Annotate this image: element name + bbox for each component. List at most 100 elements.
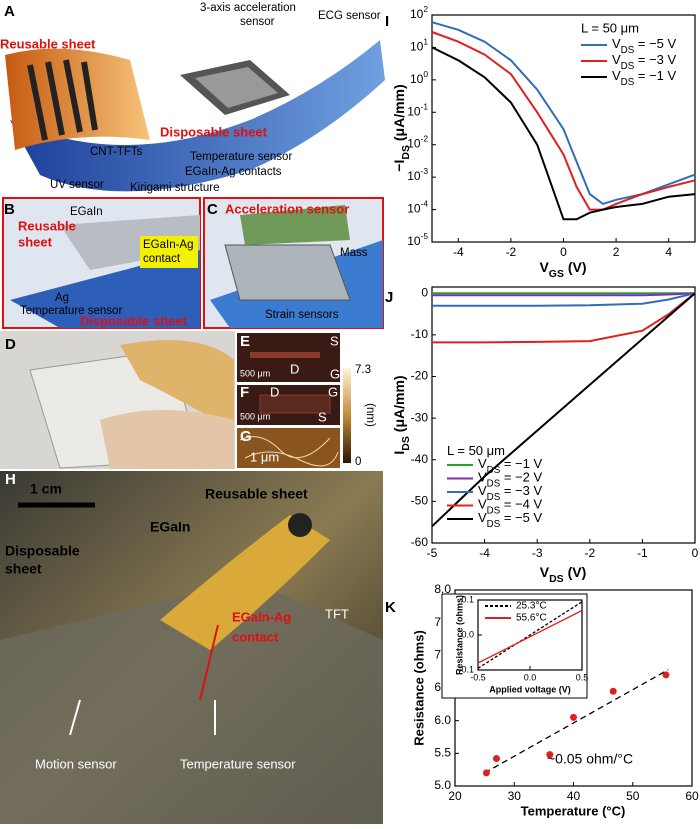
panel-efg: E S D G 500 μm F D G S 500 μm G 1 μm 7.3… (237, 333, 376, 468)
x-tick-label: -2 (584, 546, 595, 560)
pointer (69, 699, 81, 736)
label: Reusable sheet (205, 486, 308, 502)
y-tick-label: -10 (411, 327, 429, 341)
label: G (330, 366, 340, 381)
colorbar (343, 368, 351, 463)
legend-title: L = 50 μm (447, 443, 505, 458)
plot-frame (431, 286, 696, 544)
label: S (318, 409, 327, 424)
y-tick-label: -30 (411, 410, 429, 424)
panel-letter: J (385, 289, 393, 306)
label: CNT-TFTs (90, 146, 143, 158)
label: UV sensor (50, 179, 104, 191)
x-tick-label: 4 (665, 245, 672, 259)
afm-art (239, 436, 339, 467)
y-tick-label: -50 (411, 494, 429, 508)
label: Mass (340, 247, 368, 259)
mass-art (240, 205, 350, 245)
panel-letter: K (385, 599, 396, 616)
series-line (431, 46, 696, 221)
reusable-sheet-art (5, 48, 150, 150)
legend-label: VDS = −1 V (478, 456, 542, 476)
label: Temperature sensor (190, 151, 292, 163)
series-line (432, 292, 696, 344)
pointer (199, 624, 219, 701)
series-line (431, 292, 696, 528)
scale-label: 1 μm (250, 449, 279, 464)
label: EGaIn-Ag (143, 239, 194, 251)
panel-b: B Reusable sheet EGaIn EGaIn-Ag contact … (2, 197, 201, 329)
y-axis-label: −IDS (μA/mm) (391, 84, 412, 171)
x-tick-label: 0.0 (524, 672, 537, 682)
label: EGaIn-Ag contacts (185, 166, 282, 178)
x-axis-label: VDS (V) (540, 564, 587, 585)
data-point (492, 755, 500, 763)
panel-letter: F (240, 384, 249, 401)
x-tick-label: -3 (532, 546, 543, 560)
colorbar-label: 0 (355, 456, 361, 468)
series-line (432, 292, 696, 307)
y-tick-label: 10-1 (407, 102, 428, 119)
series-line (432, 292, 696, 297)
afm-image (237, 428, 340, 468)
colorbar-label: 7.3 (355, 364, 371, 376)
reusable-art (160, 515, 330, 650)
label: EGaIn (70, 206, 103, 218)
label: EGaIn-Ag (232, 609, 291, 624)
data-point (609, 687, 617, 695)
x-axis-label: Temperature (°C) (521, 803, 626, 818)
y-axis-label: IDS (μA/mm) (391, 375, 412, 454)
chart: -0.5 0.0 0.5 -0.1 0.0 0.1 Applied voltage (V) R… (441, 593, 589, 699)
panel-c: C Acceleration sensor Mass Strain sensor… (203, 197, 384, 329)
micrograph-art (250, 352, 320, 358)
label: Reusable (18, 218, 76, 233)
x-tick-label: 0.5 (576, 672, 589, 682)
label: Ag (55, 292, 69, 304)
legend-label: 55.6°C (516, 613, 547, 624)
accel-sensor-core (195, 67, 278, 108)
panel-d: D (0, 331, 235, 469)
x-tick-label: -2 (506, 245, 517, 259)
x-tick-label: -4 (453, 245, 464, 259)
x-tick-label: 50 (626, 789, 640, 803)
label: Temperature sensor (180, 756, 296, 771)
contact-art (140, 236, 198, 268)
panel-h: H 1 cm Reusable sheet EGaIn Disposable s… (0, 471, 383, 824)
panel-letter: B (4, 201, 15, 218)
y-axis-label: Resistance (ohms) (411, 630, 426, 746)
x-axis-label: VGS (V) (539, 259, 586, 280)
y-tick-label: 10-3 (407, 166, 428, 183)
legend-label: VDS = −1 V (612, 68, 676, 88)
series-line (477, 609, 583, 664)
inset-background (441, 593, 588, 699)
x-tick-label: 40 (567, 789, 581, 803)
disposable-sheet-art (10, 40, 385, 192)
label: Disposable sheet (80, 313, 188, 328)
x-tick-label: -4 (479, 546, 490, 560)
x-tick-label: 0 (692, 546, 699, 560)
panel-a: A 3-axis acceleration sensor ECG sensor … (0, 2, 385, 194)
panel-letter: D (5, 336, 16, 353)
label: Temperature sensor (20, 305, 122, 317)
series-line (477, 601, 583, 669)
x-tick-label: -0.5 (470, 672, 486, 682)
scale-label: 500 μm (240, 411, 270, 421)
y-tick-label: 0.0 (461, 629, 474, 639)
x-tick-label: 2 (613, 245, 620, 259)
panel-letter: H (5, 471, 16, 488)
label: D (290, 361, 299, 376)
legend-label: VDS = −3 V (612, 52, 676, 72)
y-axis-label: Resistance (ohms) (454, 595, 464, 675)
micrograph-art (259, 394, 331, 414)
y-tick-label: 5.0 (434, 778, 451, 792)
label: Kirigami structure (130, 182, 219, 194)
x-tick-label: 60 (685, 789, 699, 803)
panel-letter: C (207, 201, 218, 218)
tft-electrodes (27, 59, 98, 141)
colorbar-unit: (nm) (364, 403, 376, 427)
y-tick-label: 102 (410, 4, 428, 21)
scale-label: 500 μm (240, 368, 270, 378)
data-point (570, 713, 577, 721)
label: sensor (240, 16, 275, 28)
y-tick-label: 101 (410, 37, 428, 54)
